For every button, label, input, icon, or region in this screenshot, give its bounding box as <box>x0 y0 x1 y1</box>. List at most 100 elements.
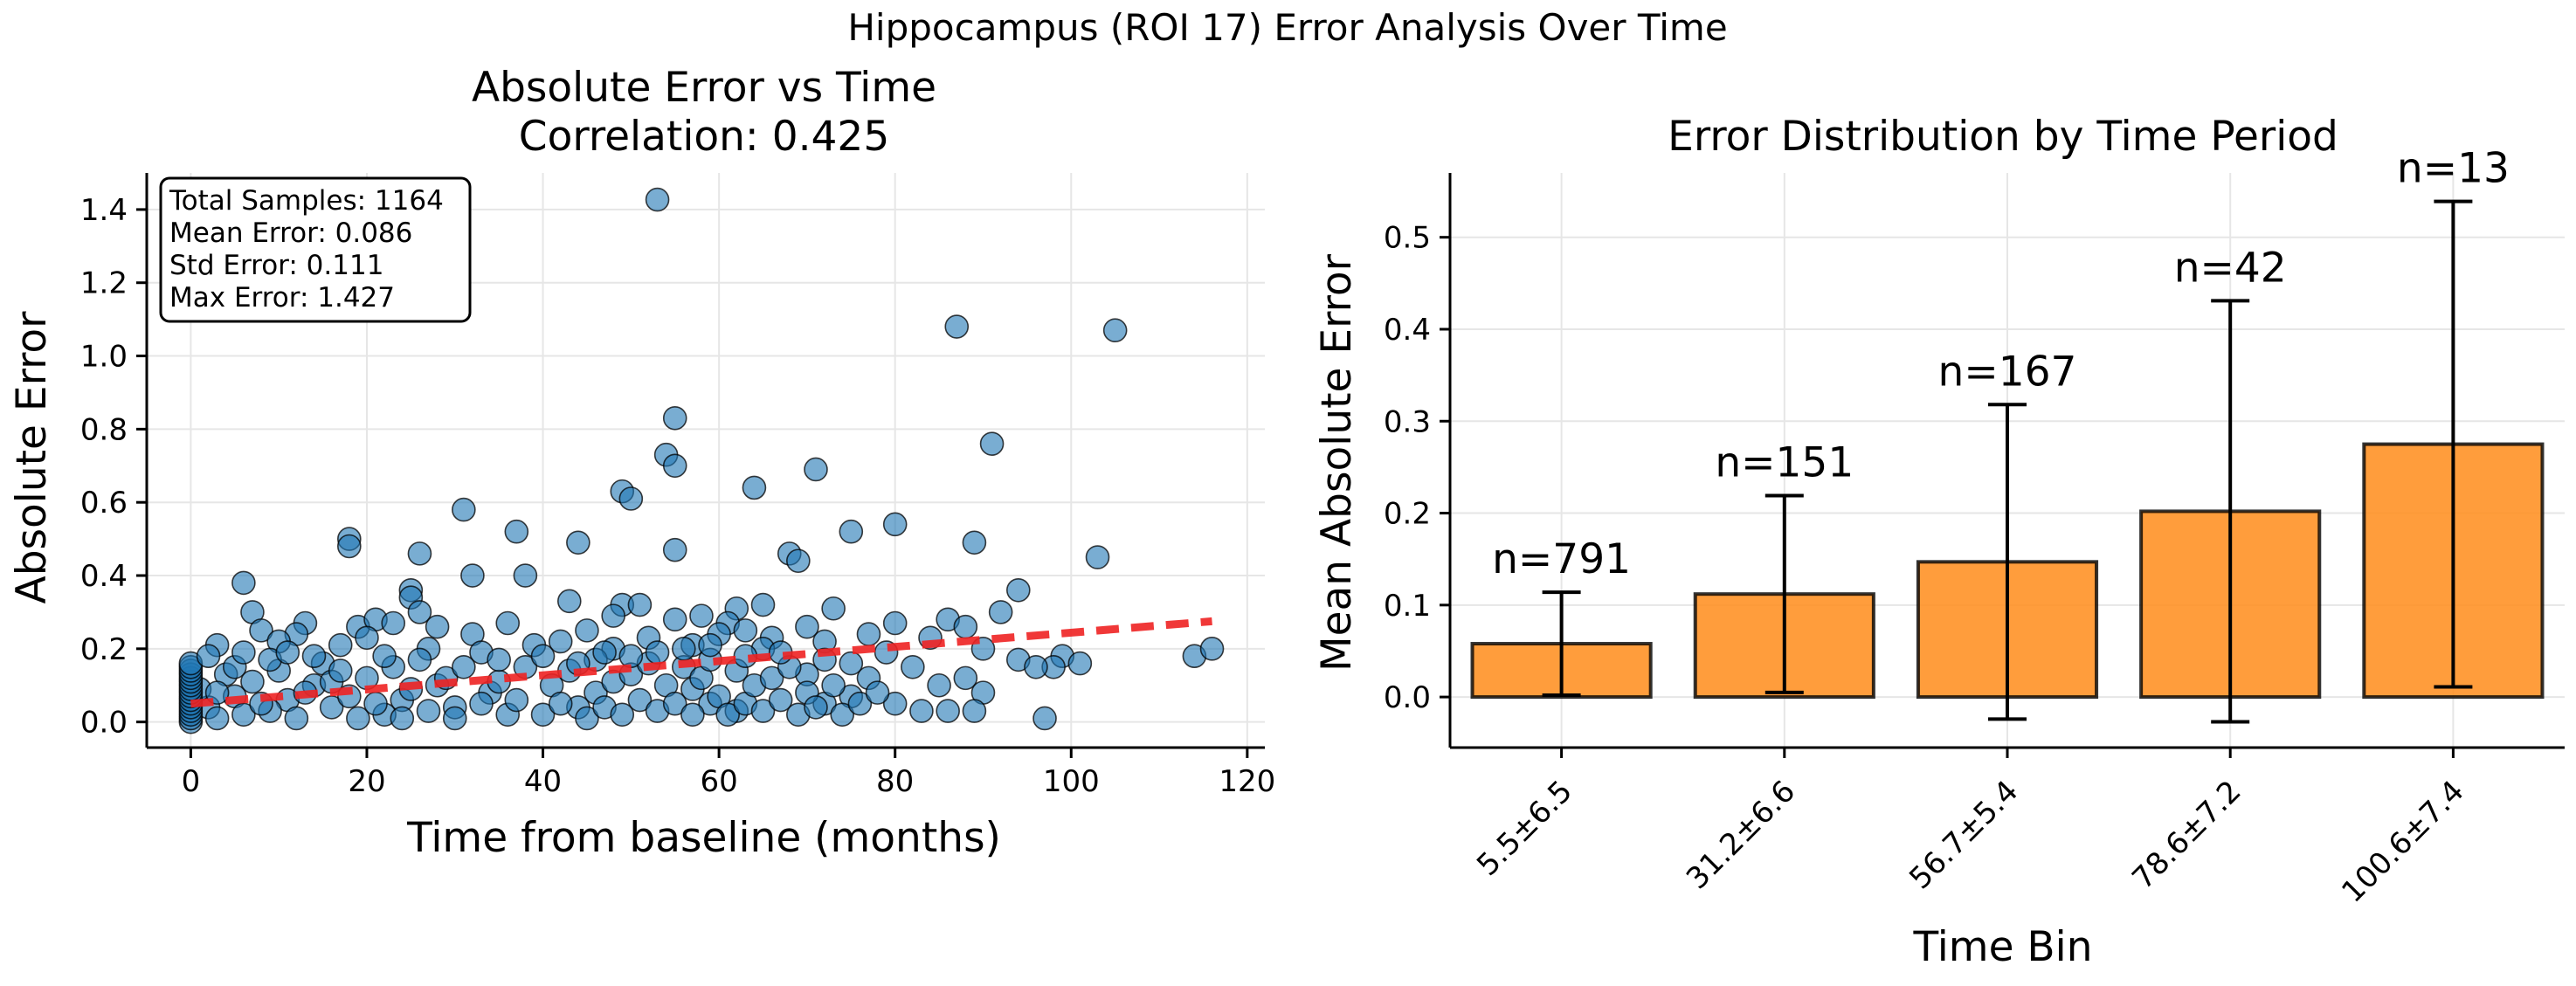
bar-x-tick-label: 78.6±7.2 <box>2125 774 2248 896</box>
scatter-point <box>575 618 599 643</box>
bar-count-label: n=791 <box>1492 535 1631 583</box>
bar-count-label: n=42 <box>2174 244 2287 292</box>
scatter-point <box>416 699 441 723</box>
scatter-point <box>442 706 467 731</box>
scatter-point <box>882 610 908 636</box>
scatter-point <box>627 687 653 713</box>
scatter-point <box>645 187 670 212</box>
bar-x-tick-label: 5.5±6.5 <box>1470 774 1579 883</box>
scatter-point <box>460 563 485 588</box>
scatter-point <box>337 534 362 559</box>
scatter-point <box>1024 654 1048 679</box>
scatter-point <box>839 519 864 544</box>
scatter-point <box>548 691 573 716</box>
scatter-y-tick-label: 0.4 <box>80 559 128 594</box>
scatter-y-tick-label: 0.2 <box>80 632 128 667</box>
scatter-point <box>944 314 970 339</box>
scatter-point <box>645 640 670 665</box>
scatter-point <box>1199 637 1225 661</box>
stats-box: Total Samples: 1164 Mean Error: 0.086 St… <box>159 176 472 323</box>
scatter-point <box>768 687 793 713</box>
scatter-point <box>1067 651 1093 676</box>
scatter-point <box>882 691 908 716</box>
scatter-point <box>301 644 327 669</box>
bar-y-tick-label: 0.5 <box>1384 221 1431 256</box>
scatter-point <box>927 672 951 698</box>
scatter-point <box>662 607 687 632</box>
scatter-point <box>662 406 687 431</box>
scatter-point <box>953 614 978 639</box>
scatter-point <box>672 637 696 661</box>
scatter-point <box>1032 706 1057 731</box>
scatter-point <box>662 537 687 562</box>
scatter-point <box>575 706 599 731</box>
scatter-point <box>530 644 556 669</box>
scatter-title: Absolute Error vs Time <box>472 64 936 112</box>
scatter-point <box>355 625 379 651</box>
scatter-point <box>1005 577 1031 603</box>
bar-count-label: n=151 <box>1715 439 1854 487</box>
scatter-x-tick-label: 40 <box>524 764 562 799</box>
scatter-x-axis-label: Time from baseline (months) <box>406 814 1001 862</box>
stats-total-samples: Total Samples: 1164 <box>169 185 444 217</box>
scatter-point <box>407 647 432 672</box>
scatter-point <box>196 644 221 669</box>
bar-x-ticks: 5.5±6.5 31.2±6.6 56.7±5.4 78.6±7.2 100.6±7.4 <box>1470 748 2471 910</box>
scatter-x-tick-label: 80 <box>876 764 914 799</box>
scatter-point <box>847 691 873 716</box>
scatter-point <box>662 691 687 716</box>
scatter-point <box>249 618 273 643</box>
scatter-subtitle: Correlation: 0.425 <box>519 113 890 161</box>
bar-y-ticks: 0.0 0.1 0.2 0.3 0.4 0.5 <box>1384 221 1450 715</box>
scatter-point <box>592 640 617 665</box>
scatter-point <box>839 651 864 676</box>
bar-x-tick-label: 100.6±7.4 <box>2335 774 2470 909</box>
scatter-point <box>988 600 1013 624</box>
scatter-point <box>882 512 908 537</box>
scatter-point <box>566 530 590 555</box>
scatter-x-tick-label: 0 <box>182 764 201 799</box>
scatter-y-tick-label: 0.0 <box>80 706 128 741</box>
scatter-point <box>407 541 432 566</box>
stats-mean-error: Mean Error: 0.086 <box>169 217 412 249</box>
scatter-point <box>372 644 397 669</box>
scatter-point <box>240 669 265 694</box>
bar-count-label: n=13 <box>2397 145 2510 193</box>
error-bars <box>1542 199 2473 724</box>
scatter-point <box>627 592 653 617</box>
figure-suptitle: Hippocampus (ROI 17) Error Analysis Over… <box>847 6 1727 49</box>
scatter-point <box>469 691 494 716</box>
scatter-point <box>275 640 300 665</box>
scatter-point <box>504 519 529 544</box>
scatter-point <box>1102 318 1128 343</box>
bar-panel: Error Distribution by Time Period n=791 n… <box>1313 113 2565 971</box>
scatter-point <box>953 665 978 691</box>
scatter-point <box>618 486 644 511</box>
scatter-point <box>750 699 776 723</box>
bar-x-tick-label: 56.7±5.4 <box>1903 774 2025 896</box>
bar-y-axis-label: Mean Absolute Error <box>1313 253 1361 672</box>
scatter-point <box>662 453 687 479</box>
bar-count-labels: n=791 n=151 n=167 n=42 n=13 <box>1492 145 2510 583</box>
scatter-point <box>962 699 987 723</box>
scatter-point <box>680 702 705 727</box>
scatter-point <box>909 699 934 723</box>
scatter-point <box>530 702 556 727</box>
bar-title: Error Distribution by Time Period <box>1668 113 2338 161</box>
scatter-y-tick-label: 0.8 <box>80 412 128 447</box>
scatter-point <box>618 644 644 669</box>
bar-y-tick-label: 0.1 <box>1384 589 1431 624</box>
stats-std-error: Std Error: 0.111 <box>169 250 383 281</box>
scatter-point <box>390 706 415 731</box>
scatter-point <box>856 622 881 646</box>
scatter-point <box>452 497 476 522</box>
scatter-point <box>548 629 573 654</box>
scatter-point <box>786 548 811 574</box>
scatter-point <box>610 702 635 727</box>
scatter-point <box>689 603 714 628</box>
bar-y-tick-label: 0.2 <box>1384 497 1431 532</box>
scatter-points <box>178 187 1225 734</box>
scatter-x-tick-label: 20 <box>348 764 385 799</box>
scatter-point <box>742 475 767 500</box>
